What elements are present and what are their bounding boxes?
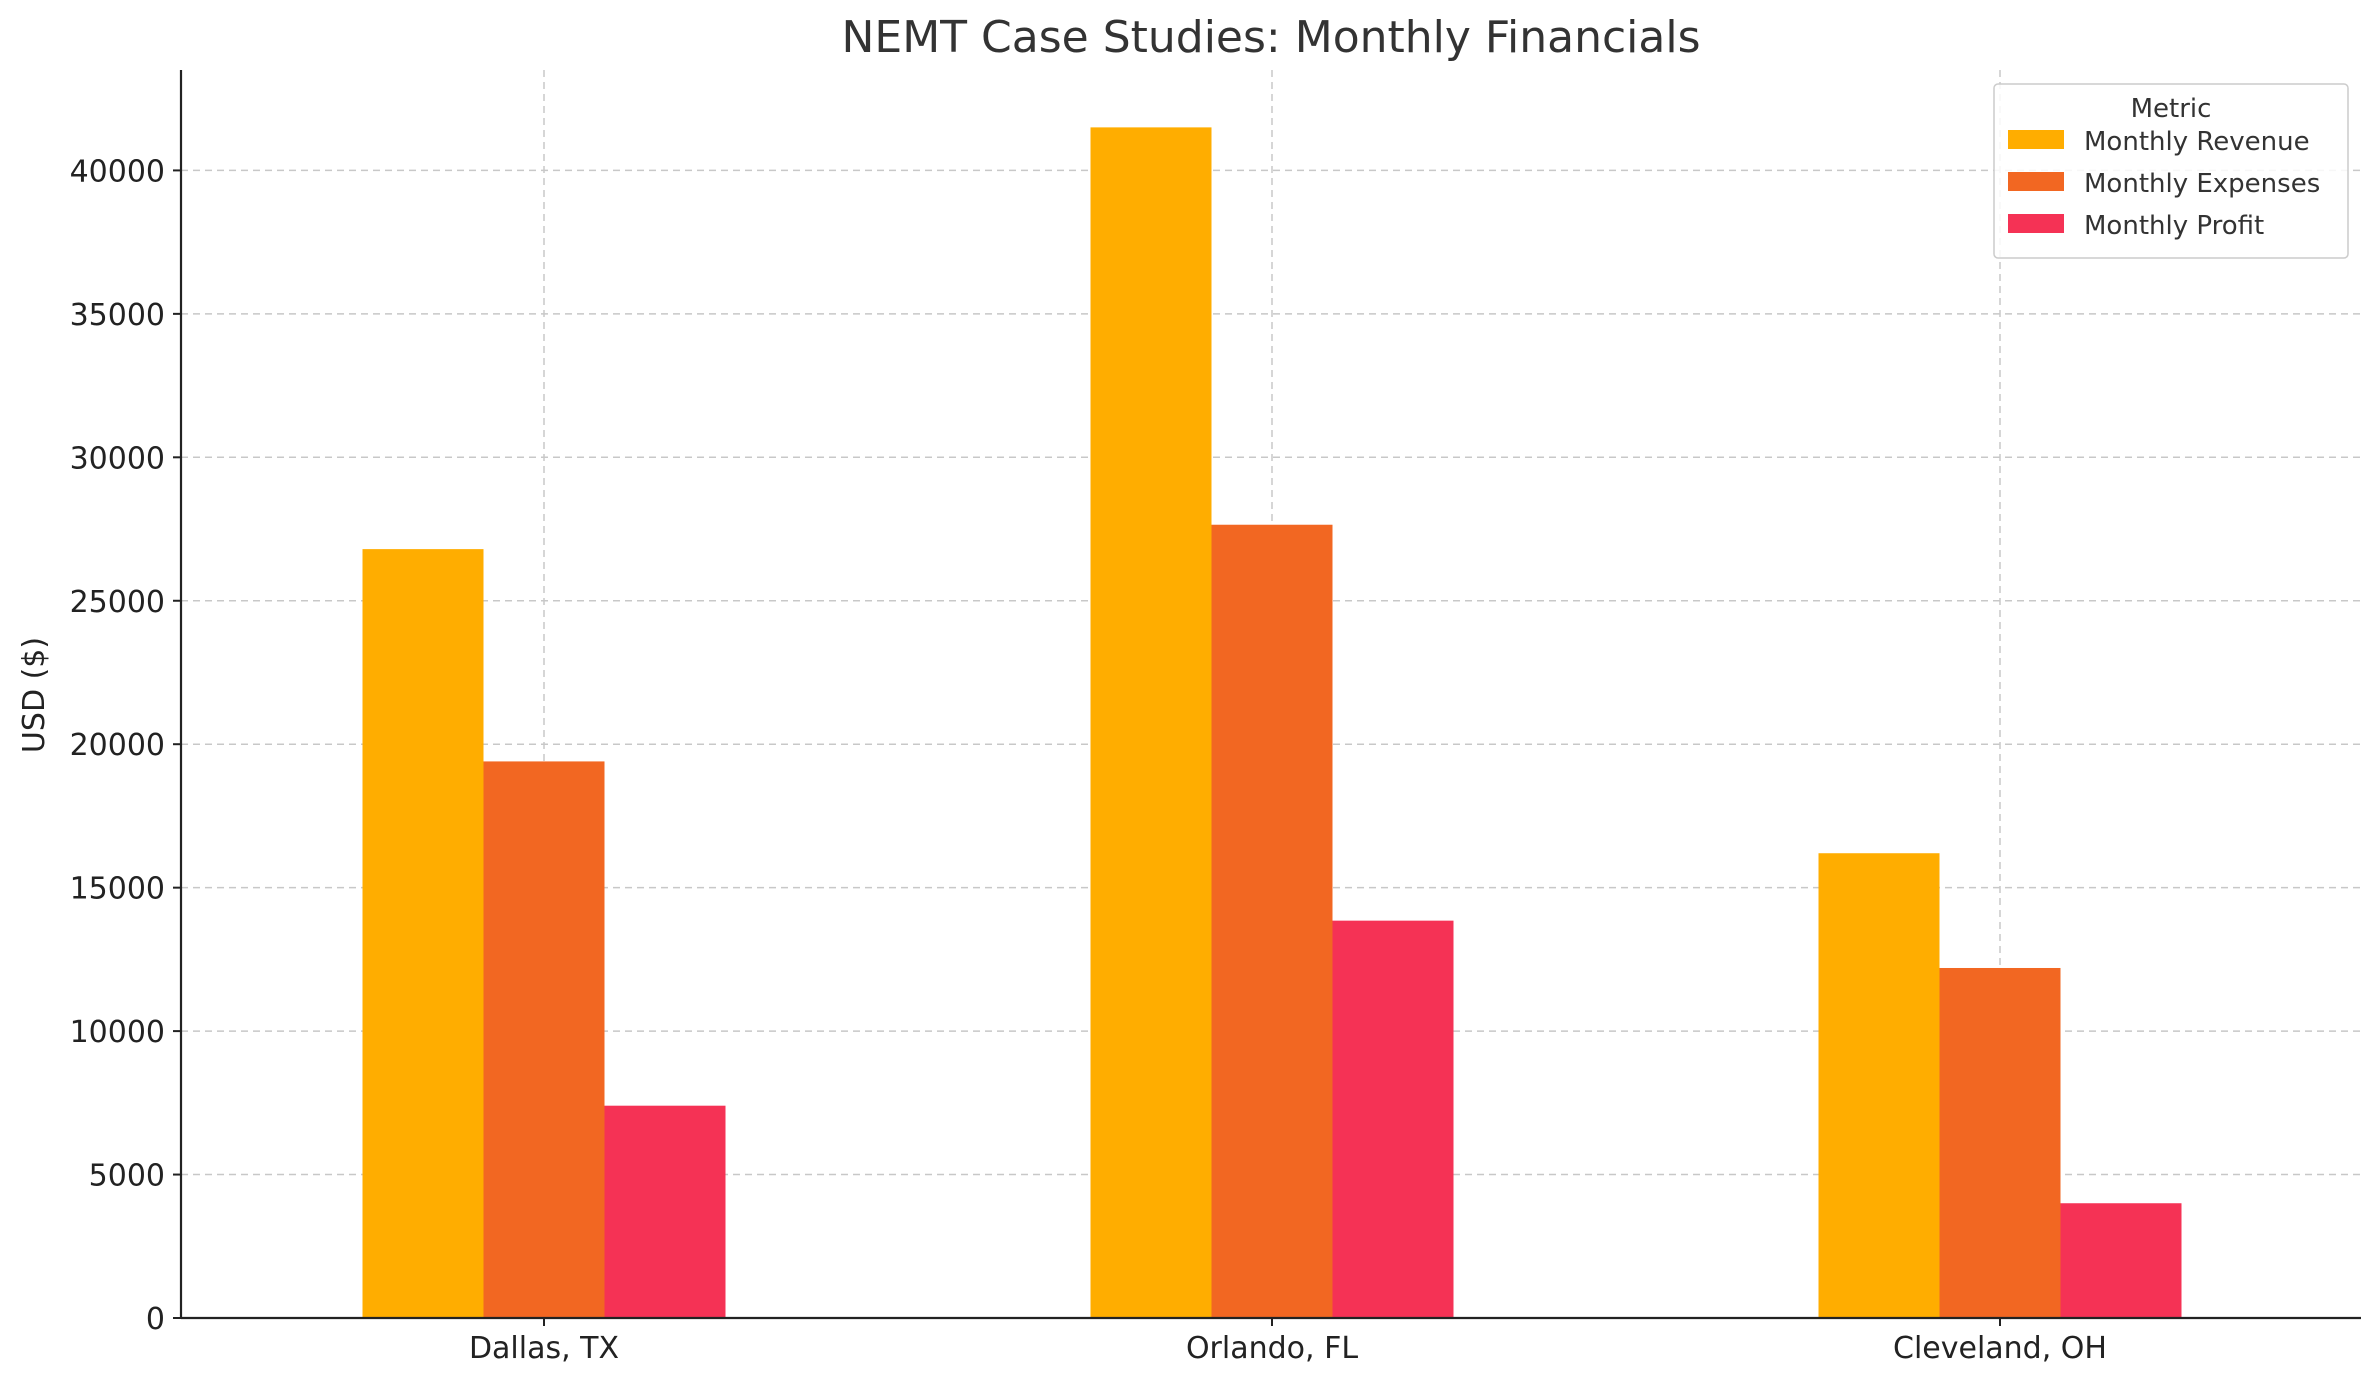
x-tick-labels: Dallas, TX Orlando, FL Cleveland, OH — [469, 1318, 2107, 1366]
y-axis-label: USD ($) — [17, 637, 52, 753]
bar-monthly-expenses — [1939, 967, 2061, 1318]
legend-swatch — [2008, 130, 2064, 149]
x-tick-label: Dallas, TX — [469, 1331, 619, 1366]
y-tick-label: 20000 — [70, 728, 165, 763]
legend-label: Monthly Expenses — [2084, 169, 2320, 199]
bar-monthly-profit — [2060, 1203, 2182, 1318]
bar-monthly-profit — [1332, 920, 1454, 1318]
y-tick-label: 30000 — [70, 441, 165, 476]
legend-swatch — [2008, 214, 2064, 233]
chart-title: NEMT Case Studies: Monthly Financials — [842, 12, 1701, 63]
bar-monthly-revenue — [1090, 127, 1212, 1319]
y-tick-label: 40000 — [70, 154, 165, 189]
y-tick-label: 10000 — [70, 1015, 165, 1050]
legend-label: Monthly Profit — [2084, 211, 2264, 241]
bar-monthly-expenses — [1211, 524, 1333, 1318]
bar-monthly-expenses — [483, 761, 605, 1318]
bars — [362, 127, 2182, 1319]
legend-swatch — [2008, 172, 2064, 191]
bar-monthly-revenue — [362, 549, 484, 1318]
y-tick-label: 15000 — [70, 872, 165, 907]
x-tick-label: Orlando, FL — [1186, 1331, 1358, 1366]
y-tick-label: 5000 — [89, 1159, 165, 1194]
legend-items: Monthly Revenue Monthly Expenses Monthly P… — [2008, 127, 2320, 241]
y-tick-labels: 0 5000 10000 15000 20000 25000 30000 35000 40000 — [70, 154, 181, 1337]
y-tick-label: 35000 — [70, 298, 165, 333]
legend-box — [1993, 83, 2349, 259]
legend-label: Monthly Revenue — [2084, 127, 2310, 157]
x-tick-label: Cleveland, OH — [1893, 1331, 2107, 1366]
bar-monthly-revenue — [1818, 853, 1940, 1318]
y-tick-label: 25000 — [70, 585, 165, 620]
bar-monthly-profit — [604, 1105, 726, 1318]
legend-title: Metric — [2131, 94, 2212, 124]
y-tick-label: 0 — [146, 1302, 165, 1337]
